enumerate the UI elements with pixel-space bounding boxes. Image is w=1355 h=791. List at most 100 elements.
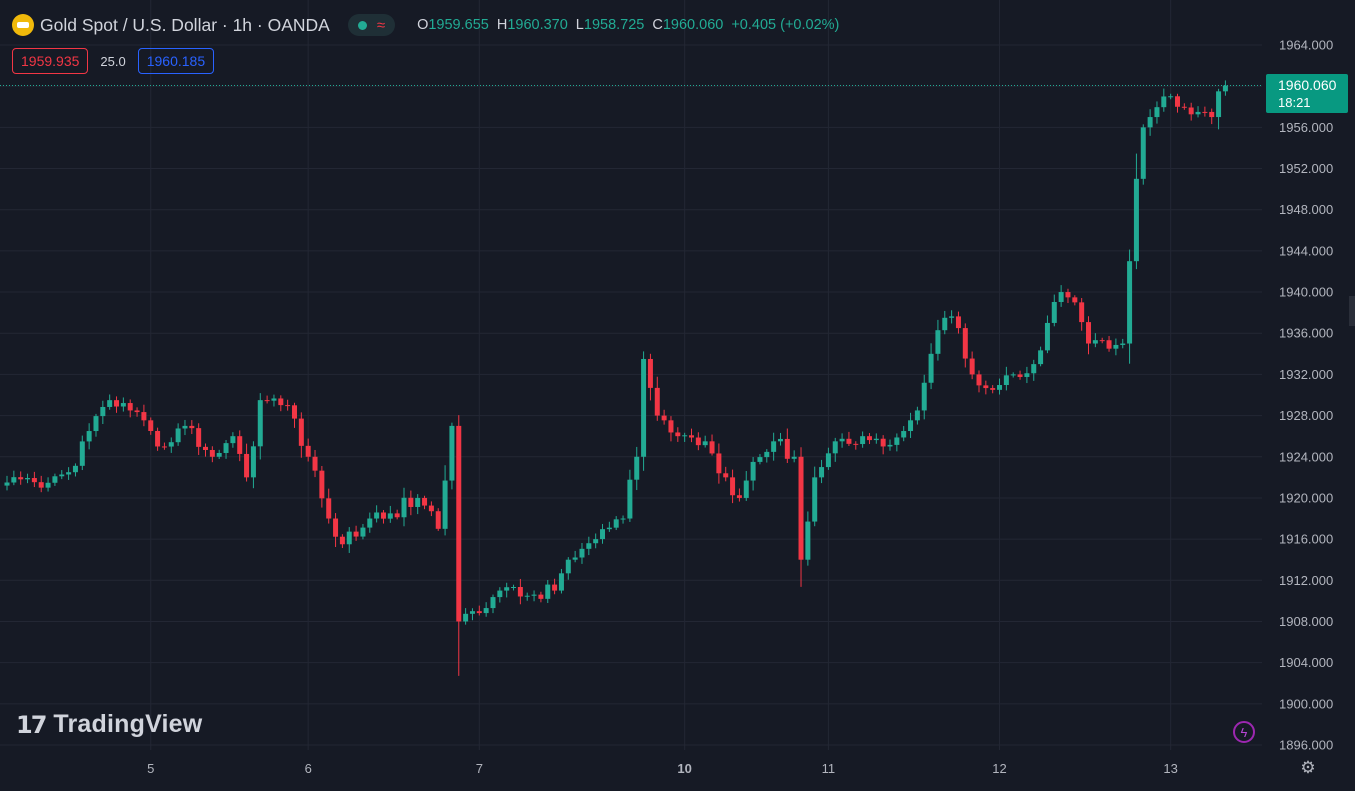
candle-body [155, 430, 161, 447]
candle-body [1222, 85, 1228, 92]
high-value: 1960.370 [507, 17, 568, 33]
x-tick-label: 10 [677, 761, 691, 776]
candle-body [641, 358, 647, 457]
candle-body [572, 557, 578, 560]
candle-body [668, 420, 674, 433]
y-tick-label: 1948.000 [1279, 202, 1333, 217]
low-label: L [575, 17, 584, 33]
candle-body [1140, 127, 1146, 179]
candle-body [203, 446, 209, 451]
x-tick-label: 11 [822, 761, 836, 776]
candle-body [380, 512, 386, 519]
settings-gear-icon[interactable]: ⚙ [1300, 758, 1316, 777]
change-value: +0.405 (+0.02%) [731, 17, 840, 33]
candle-body [264, 400, 270, 402]
candle-body [1065, 292, 1071, 298]
x-tick-label: 13 [1163, 761, 1177, 776]
tradingview-logo[interactable]: 17 TradingView [16, 710, 202, 739]
candle-body [894, 437, 900, 445]
candle-body [1010, 374, 1016, 376]
candle-body [1079, 302, 1085, 323]
y-tick-label: 1940.000 [1279, 285, 1333, 300]
candle-body [456, 425, 462, 622]
candle-body [127, 403, 133, 411]
candle-body [1024, 373, 1030, 377]
candle-body [962, 328, 968, 359]
candle-body [278, 398, 284, 406]
candle-body [1086, 322, 1092, 344]
lightning-icon[interactable]: ϟ [1233, 721, 1255, 743]
candle-body [990, 388, 996, 390]
candle-body [524, 595, 530, 597]
sell-button[interactable]: 1959.935 [12, 48, 89, 74]
candle-body [93, 416, 99, 432]
candle-body [1216, 91, 1222, 118]
symbol-legend[interactable]: Gold Spot / U.S. Dollar · 1h · OANDA ≈ O… [12, 14, 839, 36]
candle-body [558, 573, 564, 591]
y-tick-label: 1908.000 [1279, 614, 1333, 629]
candle-body [490, 597, 496, 609]
right-edge-handle[interactable] [1349, 296, 1355, 326]
market-open-dot-icon [357, 20, 367, 30]
market-status[interactable]: ≈ [347, 14, 396, 36]
candle-body [716, 453, 722, 474]
candle-body [1209, 111, 1215, 118]
candle-body [1038, 350, 1044, 365]
candle-body [38, 482, 44, 488]
candle-body [689, 435, 694, 438]
candle-body [1058, 292, 1064, 302]
candle-body [983, 385, 989, 389]
candle-body [1017, 374, 1023, 377]
candle-body [627, 479, 633, 519]
last-price-value: 1960.060 [1278, 77, 1337, 93]
candle-body [1113, 344, 1119, 349]
candle-body [1133, 178, 1139, 262]
tradingview-mark-icon: 17 [16, 710, 47, 739]
symbol-title[interactable]: Gold Spot / U.S. Dollar · 1h · OANDA [40, 14, 330, 35]
candle-body [531, 594, 537, 596]
candle-body [271, 398, 277, 401]
candle-body [114, 400, 120, 407]
y-tick-label: 1900.000 [1279, 696, 1333, 711]
candle-body [812, 477, 818, 522]
candle-body [394, 513, 400, 518]
candle-body [1174, 96, 1180, 107]
candle-body [620, 518, 626, 520]
close-label: C [652, 17, 663, 33]
buy-button[interactable]: 1960.185 [137, 48, 215, 74]
time-axis[interactable]: 5 6 7 10 11 12 13 [147, 761, 1178, 776]
candle-body [1092, 340, 1098, 344]
open-label: O [417, 17, 429, 33]
candle-body [969, 358, 975, 375]
candle-body [428, 505, 434, 512]
price-axis[interactable]: 1964.0001960.0001956.0001952.0001948.000… [1279, 38, 1333, 753]
candle-body [675, 432, 681, 437]
x-tick-label: 6 [305, 761, 312, 776]
candle-body [791, 456, 797, 459]
spread-value: 25.0 [100, 53, 126, 69]
candle-body [1127, 261, 1133, 344]
candle-body [120, 403, 126, 407]
candle-body [435, 511, 441, 529]
candle-body [100, 406, 106, 417]
candle-body [1154, 107, 1160, 118]
candle-body [52, 476, 58, 483]
candle-body [1099, 340, 1105, 342]
y-tick-label: 1912.000 [1279, 573, 1333, 588]
candle-body [319, 470, 325, 499]
candle-body [819, 467, 825, 478]
candle-body [209, 450, 215, 457]
candle-body [45, 482, 51, 488]
candle-body [736, 495, 742, 498]
candle-body [695, 437, 701, 446]
candle-body [182, 425, 188, 429]
candle-body [216, 452, 222, 457]
candle-body [606, 527, 612, 530]
candle-body [148, 420, 154, 431]
candle-body [1044, 322, 1050, 351]
candle-body [545, 584, 551, 599]
candle-body [593, 539, 599, 544]
gold-symbol-icon [12, 14, 34, 36]
candle-body [442, 480, 448, 529]
